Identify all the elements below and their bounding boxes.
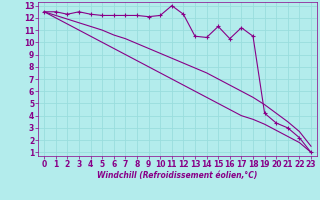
- X-axis label: Windchill (Refroidissement éolien,°C): Windchill (Refroidissement éolien,°C): [97, 171, 258, 180]
